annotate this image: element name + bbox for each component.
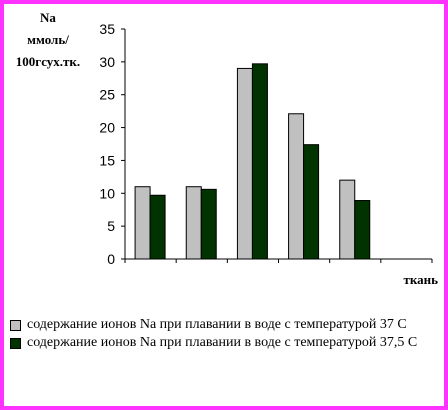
bar-series-1: [185, 186, 202, 260]
legend-swatch-series-1: [10, 320, 21, 331]
legend-label-series-1: содержание ионов Na при плавании в воде …: [27, 317, 407, 332]
bar-series-1: [339, 179, 356, 260]
y-tick-label: 25: [99, 87, 115, 103]
bar-series-1: [288, 113, 305, 260]
bar-series-1: [134, 186, 151, 260]
y-tick-label: 15: [99, 152, 115, 168]
bar-series-1: [236, 67, 253, 260]
bar-series-2: [354, 200, 371, 260]
bar-series-2: [200, 188, 217, 260]
y-tick-label: 20: [99, 120, 115, 136]
bar-series-2: [149, 194, 166, 260]
y-tick-label: 10: [99, 185, 115, 201]
bar-series-2: [303, 144, 320, 260]
x-axis-label: ткань: [403, 272, 438, 287]
legend: содержание ионов Na при плавании в воде …: [8, 316, 440, 352]
legend-item-series-1: содержание ионов Na при плавании в воде …: [8, 316, 440, 334]
bar-series-2: [251, 63, 268, 260]
y-tick-label: 5: [107, 218, 115, 234]
legend-item-series-2: содержание ионов Na при плавании в воде …: [8, 334, 440, 352]
y-tick-label: 35: [99, 21, 115, 37]
y-axis-label-line-3: 100гсух.тк.: [15, 54, 81, 69]
legend-label-series-2: содержание ионов Na при плавании в воде …: [27, 335, 418, 350]
legend-swatch-series-2: [10, 338, 21, 349]
y-tick-label: 30: [99, 54, 115, 70]
y-tick-label: 0: [107, 251, 115, 267]
y-axis-label-line-1: Na: [40, 10, 56, 25]
y-axis-label-line-2: ммоль/: [27, 32, 69, 47]
